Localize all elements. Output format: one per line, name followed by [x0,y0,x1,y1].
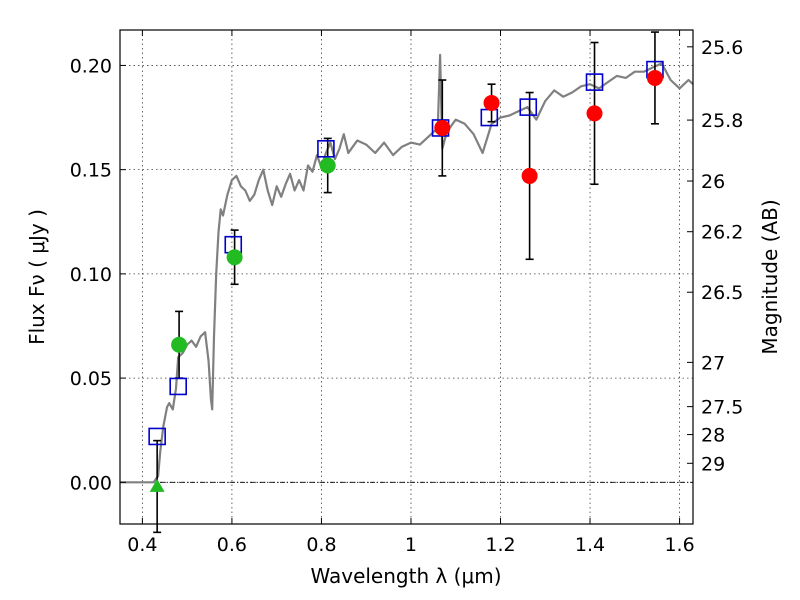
right-tick-label: 25.6 [701,37,743,59]
y-tick-label: 0.10 [70,264,112,286]
observed-point [521,167,538,184]
x-tick-label: 0.6 [217,534,247,556]
observed-point [646,69,663,86]
y-tick-label: 0.00 [70,472,112,494]
right-axis-title: Magnitude (AB) [758,199,782,354]
observed-point [226,249,243,266]
right-tick-label: 27 [701,352,725,374]
observed-point-triangle [149,478,165,492]
observed-point [171,336,188,353]
observed-point [319,157,336,174]
model-flux-square [169,377,187,396]
y-axis-ticks: 0.00 0.05 0.10 0.15 0.20 [70,55,126,494]
y-tick-label: 0.20 [70,55,112,77]
right-tick-label: 27.5 [701,397,743,419]
observed-points [149,69,663,492]
right-tick-label: 26 [701,171,725,193]
y-tick-label: 0.15 [70,160,112,182]
y-axis-title: Flux Fν ( μJy ) [25,209,49,345]
model-spectrum-line [120,53,694,484]
x-tick-label: 0.8 [306,534,336,556]
x-tick-label: 1.4 [575,534,605,556]
model-flux-square [317,140,335,158]
x-tick-label: 1.6 [664,534,694,556]
model-flux-square [519,98,538,116]
plot-frame [119,29,694,525]
right-tick-label: 25.8 [701,110,743,132]
x-tick-label: 1 [405,534,417,556]
right-tick-label: 26.2 [701,222,743,244]
error-bars [153,31,659,534]
y-tick-label: 0.05 [70,368,112,390]
model-flux-square [585,73,604,91]
right-axis-ticks: 25.6 25.8 26 26.2 26.5 27 27.5 28 29 [687,37,743,475]
observed-point [434,119,451,136]
grid [120,30,693,524]
observed-point [483,94,500,111]
right-tick-label: 29 [701,453,725,475]
model-spectrum [120,53,694,484]
right-tick-label: 28 [701,425,725,447]
observed-point [586,105,603,122]
model-flux-square [148,427,166,446]
model-flux-points [148,60,664,446]
x-axis-ticks: 0.4 0.6 0.8 1 1.2 1.4 1.6 [127,30,695,556]
model-flux-square [480,108,499,127]
x-tick-label: 1.2 [485,534,515,556]
x-tick-label: 0.4 [127,534,157,556]
x-axis-title: Wavelength λ (μm) [310,564,501,588]
right-tick-label: 26.5 [701,282,743,304]
